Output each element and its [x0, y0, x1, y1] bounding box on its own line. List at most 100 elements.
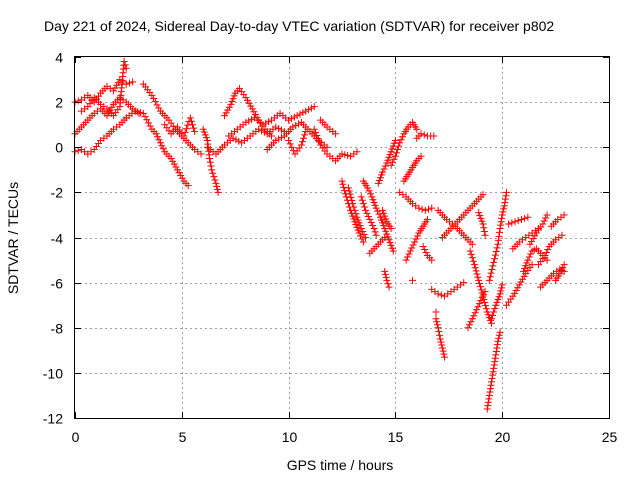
- data-point: [544, 246, 552, 254]
- data-point: [415, 204, 423, 212]
- data-point: [411, 238, 419, 246]
- data-point: [474, 303, 482, 311]
- data-point: [432, 308, 440, 316]
- series-arc28: [413, 130, 438, 142]
- data-point: [389, 158, 397, 166]
- series-arc26: [400, 152, 425, 185]
- data-point: [486, 388, 494, 396]
- data-point: [272, 136, 280, 144]
- grid-lines: [75, 57, 609, 418]
- data-point: [146, 122, 154, 130]
- y-tick-label: -8: [51, 321, 64, 337]
- data-point: [419, 243, 427, 251]
- series-arc43: [505, 213, 532, 228]
- data-point: [289, 123, 297, 131]
- y-tick-label: -12: [43, 411, 63, 427]
- data-point: [363, 209, 371, 217]
- data-point: [137, 109, 145, 117]
- series-arc50: [552, 261, 568, 284]
- data-point: [423, 215, 431, 223]
- data-point: [479, 220, 487, 228]
- data-point: [438, 341, 446, 349]
- data-point: [338, 150, 346, 158]
- data-point: [134, 108, 142, 116]
- data-point: [425, 205, 433, 213]
- data-point: [360, 203, 368, 211]
- data-point: [209, 169, 217, 177]
- data-point: [357, 232, 365, 240]
- data-point: [501, 195, 509, 203]
- data-point: [437, 291, 445, 299]
- data-point: [494, 337, 502, 345]
- series-arc36: [464, 288, 489, 332]
- series-arc41: [488, 281, 506, 323]
- data-point: [471, 264, 479, 272]
- data-point: [367, 218, 375, 226]
- data-point: [188, 121, 196, 129]
- data-point: [436, 331, 444, 339]
- data-point: [472, 267, 480, 275]
- data-point: [255, 125, 263, 133]
- series-arc44: [509, 224, 543, 253]
- data-point: [151, 98, 159, 106]
- y-tick-label: -6: [51, 276, 64, 292]
- data-point: [301, 131, 309, 139]
- data-point: [484, 398, 492, 406]
- data-point: [468, 315, 476, 323]
- series-arc45: [520, 245, 551, 275]
- x-tick-label: 0: [72, 429, 80, 445]
- data-point: [208, 166, 216, 174]
- data-point: [434, 290, 442, 298]
- data-point: [381, 270, 389, 278]
- data-point: [495, 334, 503, 342]
- data-point: [496, 228, 504, 236]
- data-point: [129, 78, 137, 86]
- data-point: [212, 179, 220, 187]
- data-point: [475, 300, 483, 308]
- data-point: [405, 250, 413, 258]
- data-point: [370, 224, 378, 232]
- data-point: [158, 142, 166, 150]
- series-arc7: [161, 114, 199, 140]
- y-axis-label: SDTVAR / TECUs: [5, 182, 21, 294]
- data-point: [497, 287, 505, 295]
- data-point: [557, 267, 565, 275]
- data-point: [213, 182, 221, 190]
- data-point: [434, 324, 442, 332]
- data-point: [344, 152, 352, 160]
- data-point: [352, 210, 360, 218]
- data-point: [417, 152, 425, 160]
- data-point: [182, 125, 190, 133]
- series-arc25: [396, 188, 436, 214]
- data-point: [464, 324, 472, 332]
- data-point: [125, 79, 133, 87]
- data-point: [477, 297, 485, 305]
- data-point: [180, 132, 188, 140]
- series-arc30: [408, 276, 416, 284]
- series-arc6: [139, 80, 205, 158]
- data-point: [344, 184, 352, 192]
- data-point: [364, 212, 372, 220]
- data-point: [190, 124, 198, 132]
- series-arc8: [199, 125, 222, 196]
- series-arc18: [357, 193, 380, 239]
- data-point: [296, 110, 304, 118]
- data-point: [481, 231, 489, 239]
- data-point: [232, 136, 240, 144]
- data-point: [409, 241, 417, 249]
- data-point: [245, 117, 253, 125]
- x-tick-label: 25: [602, 429, 618, 445]
- data-point: [285, 136, 293, 144]
- data-point: [498, 281, 506, 289]
- data-point: [156, 139, 164, 147]
- data-point: [480, 227, 488, 235]
- data-point: [297, 141, 305, 149]
- data-point: [380, 165, 388, 173]
- data-point: [467, 250, 475, 258]
- data-point: [433, 318, 441, 326]
- data-point: [543, 211, 551, 219]
- data-point: [488, 375, 496, 383]
- data-point: [371, 228, 379, 236]
- data-point: [417, 130, 425, 138]
- y-tick-label: -10: [43, 366, 63, 382]
